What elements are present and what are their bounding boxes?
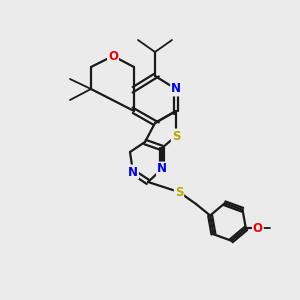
Text: N: N — [171, 82, 181, 95]
Text: O: O — [108, 50, 118, 62]
Text: O: O — [253, 222, 263, 235]
Text: N: N — [157, 163, 167, 176]
Text: N: N — [128, 166, 138, 178]
Text: S: S — [175, 185, 183, 199]
Text: S: S — [172, 130, 180, 142]
